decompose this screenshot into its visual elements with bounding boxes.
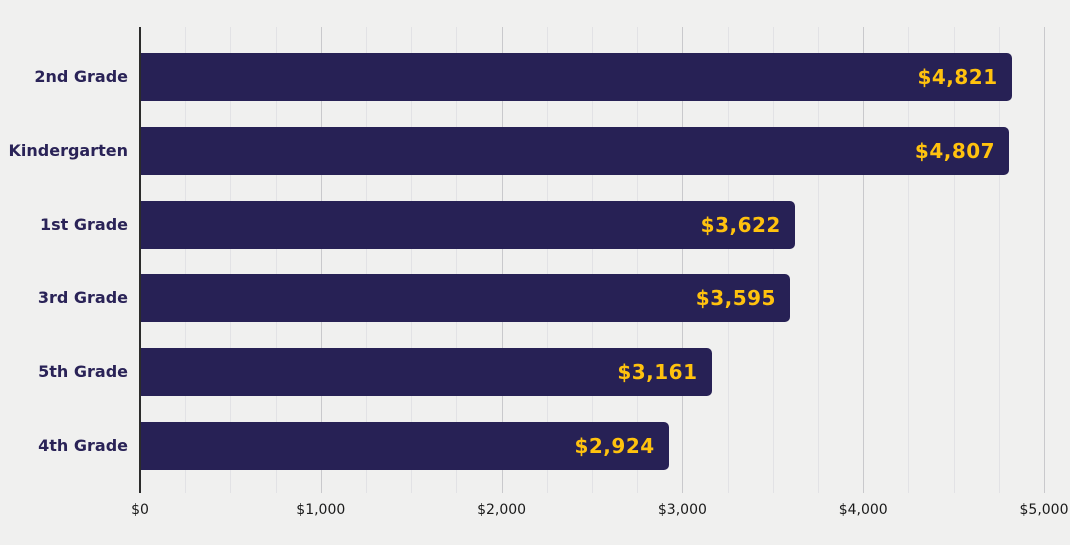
x-tick-label: $2,000 xyxy=(477,502,527,518)
bar: $3,595 xyxy=(140,274,790,322)
gridline-minor xyxy=(366,27,367,493)
bar: $2,924 xyxy=(140,422,669,470)
gridline-minor xyxy=(772,27,774,493)
bar: $4,807 xyxy=(140,127,1010,175)
bar-value-label: $3,161 xyxy=(617,360,698,384)
gridline-minor xyxy=(998,27,1000,493)
bar-value-label: $3,595 xyxy=(695,286,776,310)
bar: $3,161 xyxy=(140,348,712,396)
bar-value-label: $4,807 xyxy=(914,139,996,163)
gridline-major xyxy=(863,27,865,493)
x-tick-label: $3,000 xyxy=(657,502,707,518)
bar-value-label: $4,821 xyxy=(917,65,998,89)
gridline-minor xyxy=(727,27,729,493)
gridline-major xyxy=(501,27,503,493)
gridline-minor xyxy=(230,27,232,493)
gridline-minor xyxy=(953,27,955,493)
bar: $4,821 xyxy=(140,53,1012,101)
bar-value-label: $3,622 xyxy=(700,213,781,237)
category-label: 5th Grade xyxy=(38,362,128,381)
gridline-minor xyxy=(818,27,819,493)
category-label: 2nd Grade xyxy=(34,67,128,86)
gridline-minor xyxy=(592,27,593,493)
gridline-minor xyxy=(546,27,548,493)
category-label: Kindergarten xyxy=(8,141,129,160)
category-label: 4th Grade xyxy=(38,436,128,455)
gridline-minor xyxy=(908,27,910,493)
x-tick-label: $0 xyxy=(131,502,149,518)
gridline-major xyxy=(320,27,322,493)
gridline-minor xyxy=(185,27,187,493)
category-label: 1st Grade xyxy=(40,215,128,234)
y-axis-line xyxy=(139,27,141,493)
bar-value-label: $2,924 xyxy=(574,434,655,458)
x-tick-label: $1,000 xyxy=(296,502,346,518)
gridline-major xyxy=(1044,27,1045,493)
gridline-minor xyxy=(275,27,277,493)
gridline-minor xyxy=(411,27,413,493)
plot-area: $4,821 $4,807 $3,622 $3,595 $3,161 $2,924 xyxy=(140,27,1045,493)
x-tick-label: $5,000 xyxy=(1019,502,1069,518)
gridline-minor xyxy=(637,27,639,493)
x-tick-label: $4,000 xyxy=(838,502,888,518)
gridline-minor xyxy=(456,27,458,493)
gridline-major xyxy=(682,27,684,493)
category-label: 3rd Grade xyxy=(37,288,128,307)
bar: $3,622 xyxy=(140,201,795,249)
